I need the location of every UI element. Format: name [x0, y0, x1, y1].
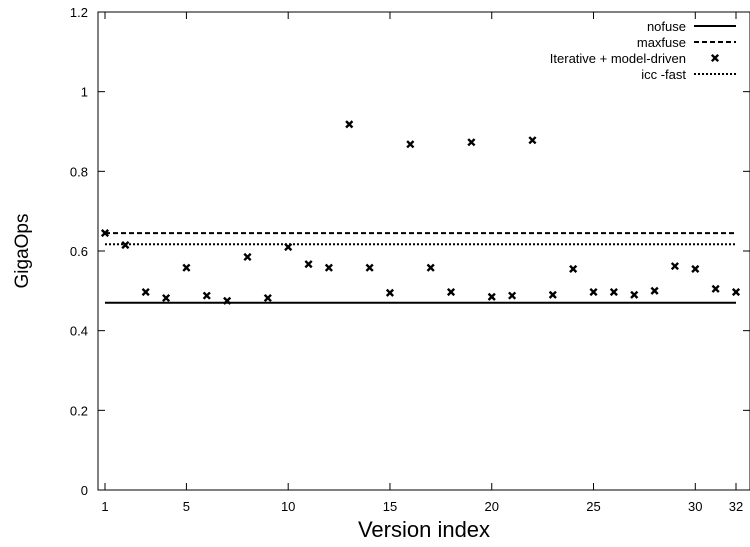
marker-stroke — [385, 288, 395, 297]
data-point — [569, 264, 578, 273]
data-point — [467, 138, 476, 147]
data-point — [650, 286, 659, 295]
marker-stroke — [589, 287, 598, 297]
x-axis-title: Version index — [358, 517, 490, 542]
data-point — [263, 293, 272, 303]
marker-stroke — [243, 252, 252, 262]
data-point — [691, 264, 700, 273]
marker-stroke — [162, 293, 171, 303]
data-point — [324, 263, 333, 272]
data-point — [630, 290, 639, 299]
x-tick-label: 25 — [586, 499, 600, 514]
marker-stroke — [182, 263, 191, 272]
marker-stroke — [100, 229, 110, 238]
marker-stroke — [630, 290, 639, 299]
data-point — [731, 287, 741, 297]
marker-stroke — [141, 287, 150, 297]
data-point — [670, 262, 679, 271]
x-tick-label: 20 — [485, 499, 499, 514]
marker-stroke — [650, 286, 659, 295]
x-tick-label: 15 — [383, 499, 397, 514]
marker-stroke — [426, 263, 435, 272]
y-tick-label: 1.2 — [70, 5, 88, 20]
marker-stroke — [710, 53, 720, 63]
data-point — [609, 287, 618, 297]
data-point — [508, 291, 517, 300]
y-tick-label: 0.2 — [70, 403, 88, 418]
legend-label-maxfuse: maxfuse — [637, 35, 686, 50]
legend-label-iterative-model-driven: Iterative + model-driven — [550, 51, 686, 66]
series-layer — [100, 120, 741, 305]
marker-stroke — [446, 287, 456, 297]
data-point — [426, 263, 435, 272]
data-point — [385, 288, 395, 297]
data-point — [202, 291, 211, 300]
legend-label-nofuse: nofuse — [647, 19, 686, 34]
data-point — [365, 263, 374, 272]
x-tick-label: 32 — [729, 499, 743, 514]
marker-stroke — [731, 287, 741, 297]
data-point — [345, 120, 354, 129]
marker-stroke — [691, 264, 700, 273]
marker-stroke — [508, 291, 517, 300]
marker-stroke — [202, 291, 211, 300]
axis-ticks — [98, 11, 750, 491]
marker-stroke — [670, 262, 679, 271]
x-tick-label: 1 — [101, 499, 108, 514]
marker-stroke — [711, 284, 720, 293]
data-point — [100, 229, 110, 238]
marker-stroke — [487, 292, 496, 301]
x-tick-label: 5 — [183, 499, 190, 514]
x-tick-label: 10 — [281, 499, 295, 514]
marker-stroke — [569, 264, 578, 273]
marker-stroke — [365, 263, 374, 272]
marker-stroke — [223, 296, 232, 305]
marker-stroke — [406, 140, 415, 149]
data-point — [589, 287, 598, 297]
marker-stroke — [609, 287, 618, 297]
data-point — [223, 296, 232, 305]
data-point — [548, 290, 557, 299]
marker-stroke — [304, 260, 313, 269]
data-point — [162, 293, 171, 303]
legend-label-icc-fast: icc -fast — [641, 67, 686, 82]
data-point — [528, 136, 537, 145]
marker-stroke — [324, 263, 333, 272]
x-tick-label: 30 — [688, 499, 702, 514]
data-point — [711, 284, 720, 293]
marker-stroke — [528, 136, 537, 145]
data-point — [182, 263, 191, 272]
y-tick-label: 0.4 — [70, 324, 88, 339]
marker-stroke — [263, 293, 272, 303]
data-point — [304, 260, 313, 269]
marker-stroke — [548, 290, 557, 299]
plot-border — [97, 11, 750, 491]
y-tick-label: 0.8 — [70, 164, 88, 179]
legend-swatch-iterative-model-driven — [710, 53, 720, 63]
data-point — [446, 287, 456, 297]
marker-stroke — [345, 120, 354, 129]
y-tick-label: 0.6 — [70, 244, 88, 259]
data-point — [487, 292, 496, 301]
data-point — [406, 140, 415, 149]
data-point — [141, 287, 150, 297]
plot-frame — [97, 11, 750, 491]
marker-stroke — [467, 138, 476, 147]
y-tick-label: 0 — [81, 483, 88, 498]
y-axis-title: GigaOps — [12, 214, 33, 289]
axis-tick-labels: 00.20.40.60.811.21 5 10 15 20 25 30 32 — [70, 5, 743, 514]
data-point — [243, 252, 252, 262]
y-tick-label: 1 — [81, 85, 88, 100]
